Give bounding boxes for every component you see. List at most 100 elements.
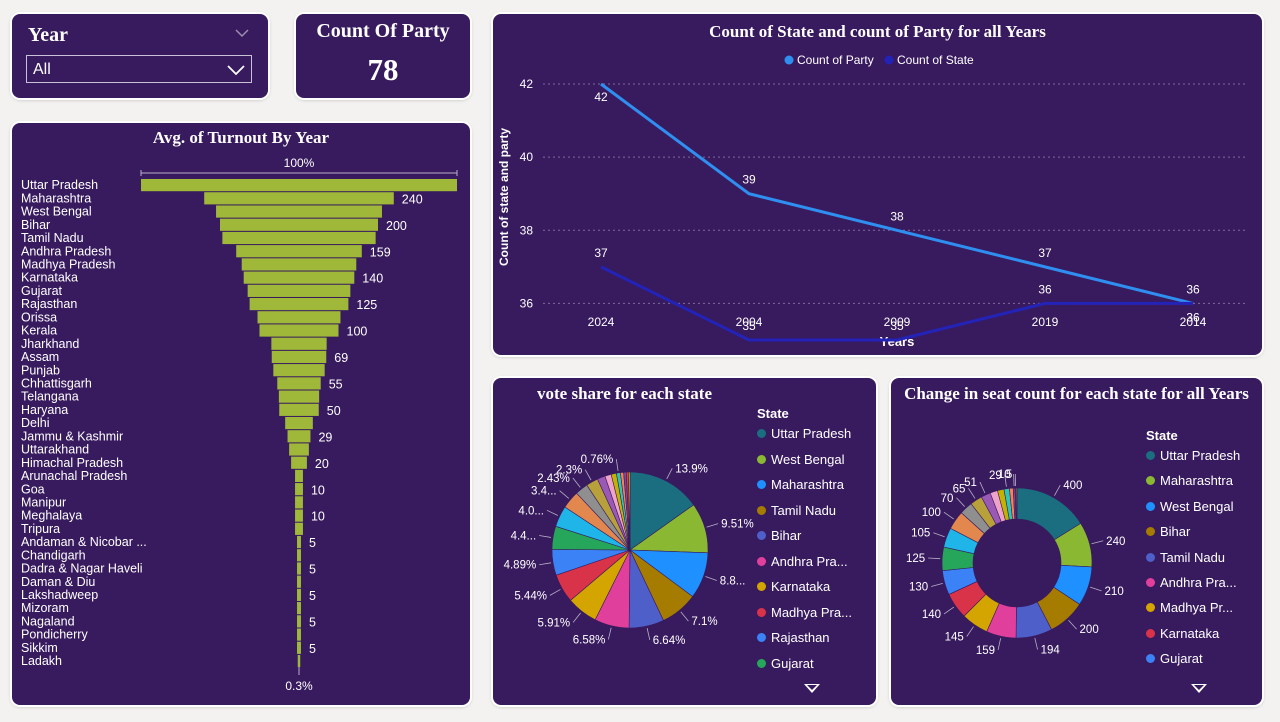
line-data-label: 36 <box>1186 310 1200 324</box>
legend-label: Andhra Pra... <box>1160 575 1237 590</box>
legend-label: Andhra Pra... <box>771 553 848 569</box>
donut-legend-scroll-down-icon[interactable] <box>1191 684 1207 693</box>
pie-leader-line <box>539 562 552 566</box>
legend-item[interactable]: West Bengal <box>1146 499 1233 514</box>
funnel-value-label: 20 <box>315 457 329 471</box>
line-data-label: 39 <box>742 173 756 187</box>
line-chart-title: Count of State and count of Party for al… <box>709 22 1046 41</box>
donut-legend-title: State <box>1146 428 1178 443</box>
funnel-bar <box>295 496 303 509</box>
x-tick-label: 2019 <box>1032 315 1059 329</box>
legend-marker <box>1146 578 1155 588</box>
pie-legend-title: State <box>757 406 789 421</box>
pie-leader-line <box>546 509 559 516</box>
funnel-category-label: Kerala <box>21 324 57 338</box>
funnel-category-label: Dadra & Nagar Haveli <box>21 562 143 576</box>
legend-item[interactable]: Madhya Pr... <box>1146 600 1233 615</box>
funnel-category-label: Chandigarh <box>21 548 86 562</box>
pie-leader-line <box>549 589 561 596</box>
legend-marker <box>1146 552 1155 562</box>
line-data-label: 37 <box>1038 246 1052 260</box>
legend-item[interactable]: Bihar <box>1146 524 1190 539</box>
legend-item[interactable]: Tamil Nadu <box>1146 550 1225 565</box>
pie-leader-line <box>997 638 1002 651</box>
y-tick-label: 42 <box>520 77 534 91</box>
legend-item[interactable]: Gujarat <box>1146 651 1203 666</box>
pie-title: vote share for each state <box>537 384 712 403</box>
legend-item[interactable]: Maharashtra <box>757 477 844 492</box>
funnel-value-label: 125 <box>356 298 377 312</box>
funnel-category-label: Karnataka <box>21 271 78 285</box>
funnel-category-label: Manipur <box>21 495 66 509</box>
funnel-value-label: 240 <box>402 192 423 206</box>
legend-marker <box>757 658 766 668</box>
legend-item[interactable]: Karnataka <box>1146 626 1219 641</box>
funnel-bar <box>220 218 378 231</box>
legend-item[interactable]: West Bengal <box>757 452 844 467</box>
funnel-category-label: Orissa <box>21 310 57 324</box>
legend-item[interactable]: Tamil Nadu <box>757 503 836 518</box>
funnel-value-label: 5 <box>309 536 316 550</box>
y-tick-label: 40 <box>520 150 534 164</box>
funnel-bar <box>141 179 457 192</box>
funnel-bar <box>236 245 362 258</box>
year-dropdown-value: All <box>33 61 51 78</box>
pie-data-label: 4.4... <box>511 531 537 543</box>
pie-data-label: 8.8... <box>720 575 746 587</box>
x-tick-label: 2024 <box>588 315 615 329</box>
funnel-category-label: Ladakh <box>21 654 62 668</box>
pie-leader-line <box>943 511 954 520</box>
funnel-bar <box>297 588 301 602</box>
legend-marker <box>1146 603 1155 613</box>
funnel-value-label: 50 <box>327 404 341 418</box>
pie-data-label: 5 <box>1006 469 1012 481</box>
legend-item[interactable]: Uttar Pradesh <box>757 426 851 441</box>
legend-item[interactable]: Karnataka <box>757 579 830 594</box>
legend-item[interactable]: Madhya Pra... <box>757 605 852 620</box>
legend-label: Tamil Nadu <box>771 502 837 518</box>
slicer-collapse-icon[interactable] <box>234 28 250 38</box>
legend-item[interactable]: Uttar Pradesh <box>1146 448 1240 463</box>
year-dropdown[interactable]: All <box>26 55 252 83</box>
funnel-bar <box>273 364 325 377</box>
pie-data-label: 9.51% <box>721 519 754 531</box>
legend-label: Karnataka <box>771 579 831 594</box>
vote-share-card: vote share for each state 13.9% 9.51% 8.8.… <box>493 378 876 705</box>
funnel-bar <box>287 430 311 443</box>
legend-item[interactable]: Gujarat <box>757 656 814 671</box>
funnel-value-label: 159 <box>370 245 391 259</box>
funnel-bar <box>216 205 382 218</box>
legend-item[interactable]: Rajasthan <box>757 630 830 645</box>
y-tick-label: 38 <box>520 223 534 237</box>
funnel-value-label: 5 <box>309 642 316 656</box>
funnel-category-label: Punjab <box>21 363 60 377</box>
pie-data-label: 4.89% <box>504 560 537 572</box>
line-series <box>600 82 1194 305</box>
pie-leader-line <box>956 497 965 507</box>
pie-data-label: 10 <box>998 469 1011 481</box>
pie-data-label: 130 <box>909 582 928 594</box>
pie-data-label: 200 <box>1080 624 1099 636</box>
pie-leader-line <box>607 627 612 640</box>
pie-leader-line <box>1068 619 1077 630</box>
funnel-category-label: Uttar Pradesh <box>21 178 98 192</box>
legend-marker <box>1146 451 1155 461</box>
funnel-category-label: Chhattisgarh <box>21 377 92 391</box>
legend-label: Rajasthan <box>771 630 830 645</box>
legend-item[interactable]: Bihar <box>757 528 801 543</box>
legend-item[interactable]: Maharashtra <box>1146 473 1233 488</box>
pie-data-label: 6.58% <box>573 634 606 646</box>
legend-marker <box>1146 654 1155 664</box>
funnel-category-label: Sikkim <box>21 641 58 655</box>
funnel-category-label: Haryana <box>21 403 68 417</box>
pie-data-label: 400 <box>1063 480 1082 492</box>
legend-label: Gujarat <box>1160 651 1203 667</box>
funnel-category-label: Himachal Pradesh <box>21 456 123 470</box>
legend-item[interactable]: Andhra Pra... <box>1146 575 1237 590</box>
pie-legend-scroll-down-icon[interactable] <box>804 684 820 693</box>
pie-data-label: 5.91% <box>538 617 571 629</box>
pie-leader-line <box>1090 586 1102 592</box>
funnel-category-label: Nagaland <box>21 614 75 628</box>
funnel-bar <box>297 641 301 654</box>
legend-item[interactable]: Andhra Pra... <box>757 554 848 569</box>
